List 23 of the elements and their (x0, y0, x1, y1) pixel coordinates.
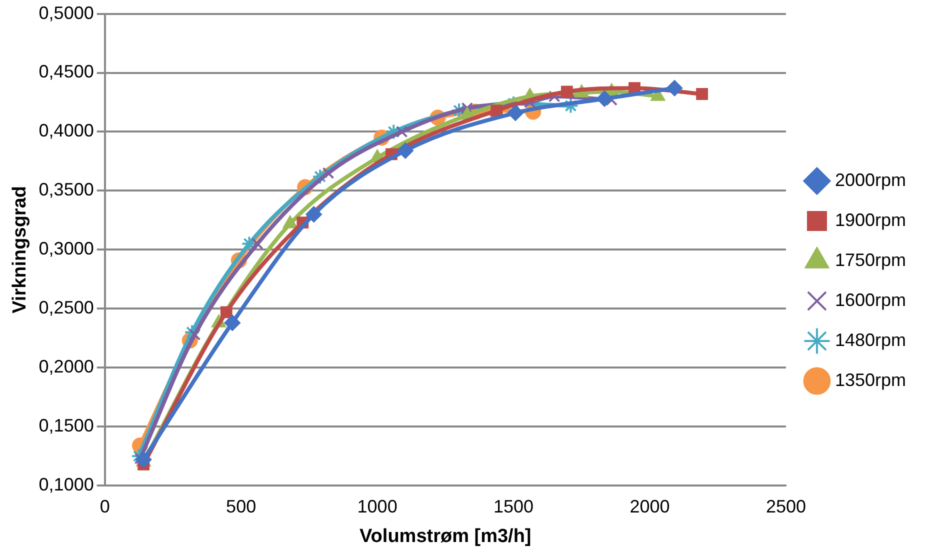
y-tick-label: 0,2500 (38, 298, 94, 318)
y-tick-label: 0,5000 (38, 2, 94, 23)
y-tick-label: 0,2000 (38, 356, 94, 377)
x-tick-label: 2500 (766, 496, 806, 516)
x-tick-label: 1000 (357, 496, 398, 516)
x-tick-label: 0 (100, 496, 110, 516)
legend-label: 1480rpm (834, 330, 906, 350)
y-tick-label: 0,4000 (38, 120, 94, 141)
legend-label: 1350rpm (834, 370, 906, 390)
y-tick-label: 0,3000 (38, 238, 94, 259)
y-tick-label: 0,3500 (38, 180, 94, 200)
legend-label: 1750rpm (834, 250, 906, 270)
legend-label: 1900rpm (834, 210, 906, 230)
x-tick-label: 1500 (493, 496, 534, 516)
legend-label: 1600rpm (834, 290, 906, 310)
x-tick-label: 2000 (630, 496, 670, 516)
x-tick-label: 500 (226, 496, 256, 516)
legend-label: 2000rpm (834, 170, 906, 190)
y-tick-label: 0,4500 (38, 62, 94, 82)
y-tick-label: 0,1000 (38, 474, 94, 495)
x-axis-title: Volumstrøm [m3/h] (360, 526, 532, 547)
y-axis-title: Virkningsgrad (10, 186, 31, 314)
y-tick-label: 0,1500 (38, 416, 94, 436)
